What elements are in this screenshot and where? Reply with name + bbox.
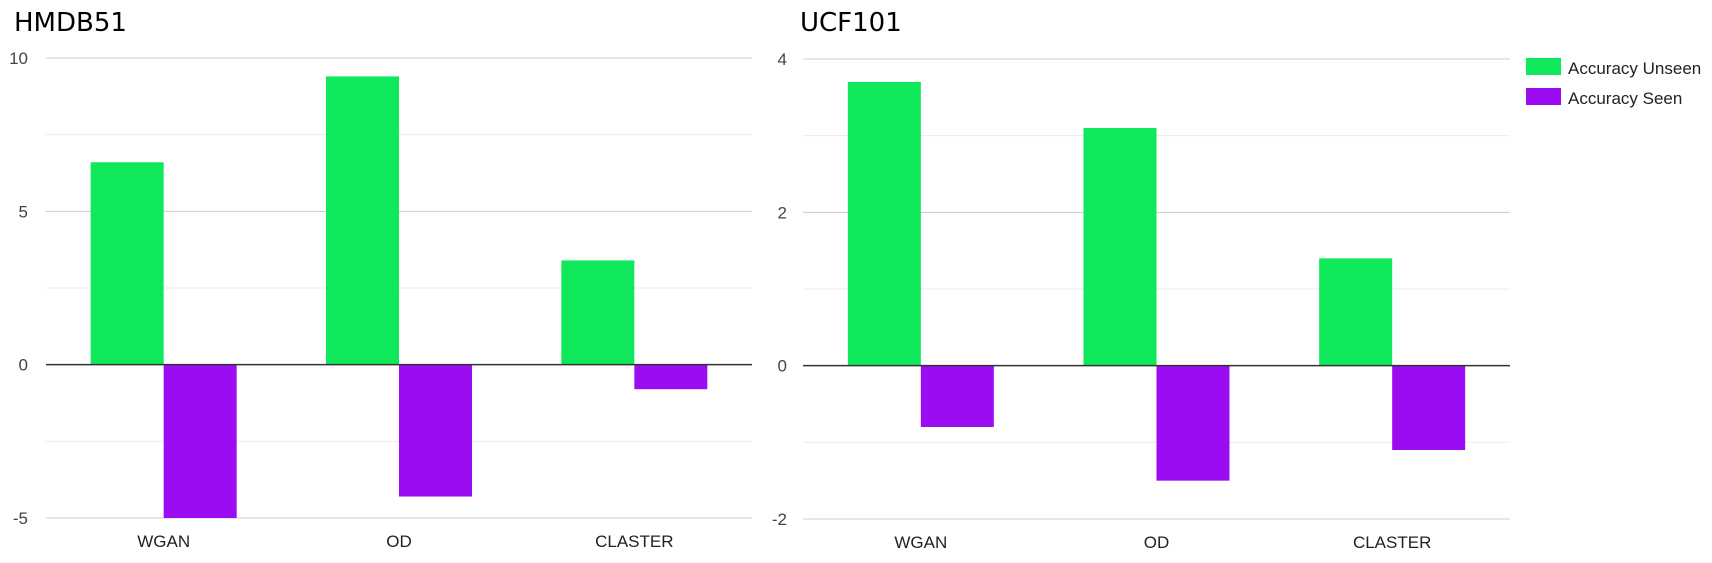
- bar-accuracy-unseen-wgan[interactable]: [90, 162, 164, 365]
- y-tick-label: -2: [772, 510, 787, 529]
- bars: [90, 76, 708, 518]
- bar-accuracy-unseen-wgan[interactable]: [847, 82, 921, 366]
- bar-accuracy-seen-claster[interactable]: [634, 364, 708, 390]
- y-tick-label: 10: [9, 49, 28, 68]
- bar-accuracy-seen-claster[interactable]: [1392, 365, 1466, 450]
- bar-accuracy-seen-od[interactable]: [399, 364, 472, 497]
- x-category-label-wgan: WGAN: [137, 532, 190, 551]
- chart-panel-hmdb51: HMDB51 10 5 0 -5 WGAN OD CLASTER: [9, 8, 752, 551]
- y-tick-label: 2: [778, 203, 787, 222]
- legend-item-accuracy-seen[interactable]: Accuracy Seen: [1526, 88, 1682, 108]
- bar-accuracy-seen-od[interactable]: [1156, 365, 1230, 481]
- y-tick-labels: 4 2 0 -2: [772, 50, 787, 529]
- y-tick-labels: 10 5 0 -5: [9, 49, 28, 528]
- chart-panel-ucf101: UCF101 4 2 0 -2 WGAN OD CLASTER: [772, 8, 1510, 552]
- legend-label-accuracy-unseen: Accuracy Unseen: [1568, 59, 1701, 78]
- chart-title-ucf101: UCF101: [800, 8, 902, 38]
- bars: [847, 82, 1466, 481]
- y-tick-label: 0: [19, 356, 28, 375]
- legend-item-accuracy-unseen[interactable]: Accuracy Unseen: [1526, 58, 1701, 78]
- bar-accuracy-unseen-od[interactable]: [326, 76, 399, 365]
- legend-label-accuracy-seen: Accuracy Seen: [1568, 89, 1682, 108]
- x-category-label-od: OD: [1144, 533, 1170, 552]
- y-tick-label: 0: [778, 357, 787, 376]
- y-tick-label: 4: [778, 50, 787, 69]
- bar-accuracy-unseen-od[interactable]: [1083, 128, 1157, 366]
- bar-accuracy-seen-wgan[interactable]: [163, 364, 237, 518]
- chart-title-hmdb51: HMDB51: [14, 8, 127, 38]
- legend-swatch-accuracy-seen: [1526, 88, 1561, 105]
- y-tick-label: 5: [19, 202, 28, 221]
- x-category-label-claster: CLASTER: [595, 532, 673, 551]
- bar-accuracy-unseen-claster[interactable]: [1319, 258, 1393, 366]
- x-category-label-wgan: WGAN: [894, 533, 947, 552]
- x-category-labels: WGAN OD CLASTER: [894, 533, 1431, 552]
- legend: Accuracy Unseen Accuracy Seen: [1526, 58, 1701, 108]
- bar-accuracy-unseen-claster[interactable]: [561, 260, 635, 365]
- x-category-label-od: OD: [386, 532, 412, 551]
- x-category-label-claster: CLASTER: [1353, 533, 1431, 552]
- legend-swatch-accuracy-unseen: [1526, 58, 1561, 75]
- y-tick-label: -5: [13, 509, 28, 528]
- x-category-labels: WGAN OD CLASTER: [137, 532, 673, 551]
- bar-accuracy-seen-wgan[interactable]: [920, 365, 994, 427]
